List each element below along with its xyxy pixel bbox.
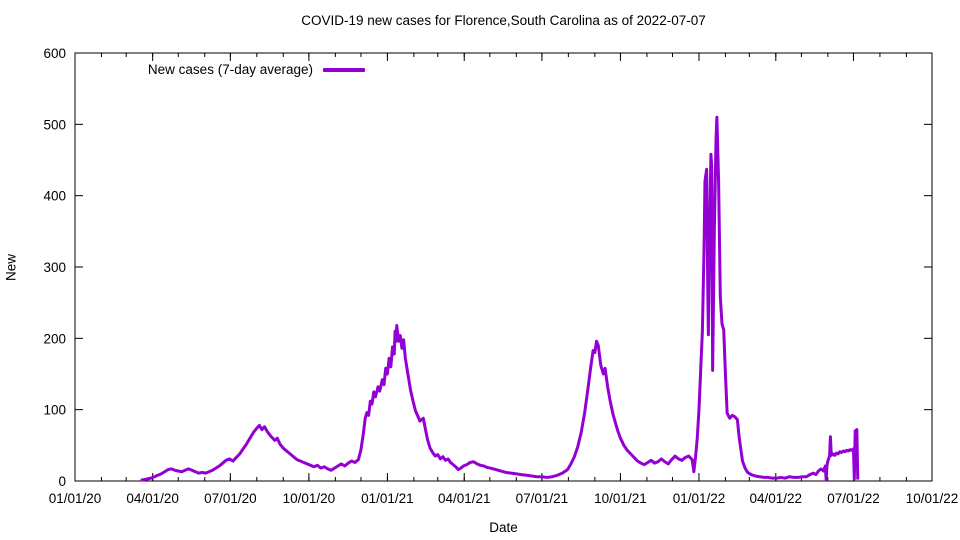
legend-entry-label: New cases (7-day average) bbox=[147, 62, 313, 77]
y-tick-label: 200 bbox=[43, 331, 66, 346]
x-tick-label: 01/01/22 bbox=[673, 491, 726, 506]
plot-border bbox=[74, 52, 933, 482]
x-tick-label: 07/01/22 bbox=[827, 491, 880, 506]
x-tick-label: 10/01/20 bbox=[283, 491, 336, 506]
x-tick-label: 01/01/20 bbox=[49, 491, 102, 506]
x-axis-label: Date bbox=[489, 520, 518, 535]
y-tick-label: 100 bbox=[43, 403, 66, 418]
y-tick-label: 400 bbox=[43, 189, 66, 204]
legend-line-swatch-icon bbox=[323, 68, 365, 72]
y-tick-label: 0 bbox=[58, 474, 66, 489]
chart-title: COVID-19 new cases for Florence,South Ca… bbox=[301, 13, 706, 28]
x-tick-label: 10/01/21 bbox=[594, 491, 647, 506]
x-tick-label: 07/01/21 bbox=[516, 491, 569, 506]
y-tick-label: 600 bbox=[43, 46, 66, 61]
series-line bbox=[140, 115, 860, 482]
x-tick-label: 04/01/21 bbox=[438, 491, 491, 506]
x-tick-label: 10/01/22 bbox=[906, 491, 959, 506]
y-tick-label: 500 bbox=[43, 117, 66, 132]
legend: New cases (7-day average) bbox=[90, 62, 365, 78]
x-tick-label: 04/01/22 bbox=[750, 491, 803, 506]
x-tick-label: 07/01/20 bbox=[204, 491, 257, 506]
y-tick-label: 300 bbox=[43, 260, 66, 275]
x-tick-label: 04/01/20 bbox=[126, 491, 179, 506]
x-tick-label: 01/01/21 bbox=[361, 491, 414, 506]
